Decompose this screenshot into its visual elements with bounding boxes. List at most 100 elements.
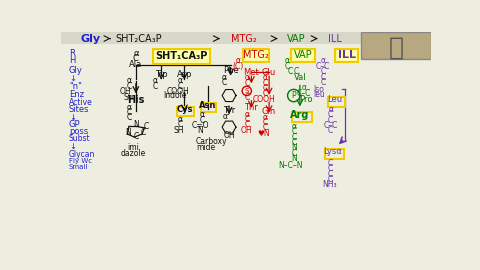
Text: Val: Val [294,73,306,82]
Text: Asn: Asn [199,101,216,110]
Text: C–C: C–C [297,89,311,98]
Text: C: C [133,54,139,63]
Text: Indole: Indole [163,91,187,100]
Text: C: C [328,126,333,136]
Text: H: H [69,56,75,65]
Text: α: α [178,76,183,85]
Text: α: α [133,49,139,58]
Text: (C): (C) [233,62,244,71]
FancyBboxPatch shape [361,32,431,59]
Text: Fly Wc: Fly Wc [69,158,92,164]
Text: N: N [292,154,298,163]
Text: C: C [292,149,297,158]
Text: NH₃: NH₃ [322,180,336,189]
Text: α: α [236,56,241,65]
Text: C: C [245,79,250,88]
Text: leu: leu [313,90,325,99]
Text: S: S [245,88,249,94]
Text: C: C [328,116,333,125]
Text: Glu: Glu [262,68,276,77]
Text: C: C [143,122,148,131]
Text: C: C [320,78,325,87]
Text: C: C [263,118,268,127]
Text: C: C [222,78,227,87]
FancyBboxPatch shape [243,49,269,62]
Text: Tyr: Tyr [223,106,235,116]
Text: C: C [320,73,325,82]
Text: SHT₁CA₃P: SHT₁CA₃P [155,51,207,61]
Text: C: C [292,138,297,147]
Text: C: C [328,170,333,178]
Text: Carboxy: Carboxy [196,137,228,146]
Text: C: C [292,127,297,136]
Text: ↓: ↓ [69,113,76,122]
Text: Phe: Phe [223,66,239,75]
Text: 👤: 👤 [389,36,404,60]
Text: α: α [292,122,297,131]
Text: C: C [245,93,250,102]
FancyBboxPatch shape [291,49,314,62]
Text: α: α [200,110,204,119]
Text: Ala: Ala [129,60,143,69]
Text: Gly: Gly [69,66,83,75]
Text: Subst: Subst [69,134,91,143]
Text: C: C [328,175,333,184]
Text: Trp: Trp [155,70,168,79]
Text: α: α [245,110,250,119]
Text: C: C [245,120,250,129]
Text: P: P [291,91,296,100]
Text: VAP: VAP [294,50,312,60]
Text: Iso: Iso [314,85,324,94]
Text: SHT₂CA₃P: SHT₂CA₃P [115,33,161,43]
Text: dazole: dazole [120,149,145,158]
Text: imi: imi [127,143,139,152]
Text: C: C [178,120,183,129]
Text: Gly: Gly [81,33,101,43]
Text: VAP: VAP [287,33,305,43]
Text: Small: Small [69,164,88,170]
Text: α: α [301,83,306,92]
Text: α: α [263,113,268,122]
Text: α: α [178,115,183,124]
Text: His: His [127,95,144,105]
Text: "n": "n" [69,82,82,91]
Text: α: α [222,73,227,82]
Text: C=O: C=O [192,121,209,130]
FancyBboxPatch shape [336,49,359,62]
Text: α: α [126,103,132,112]
Text: Sites: Sites [69,105,89,114]
Text: Thr: Thr [244,103,258,112]
Text: C: C [263,79,268,88]
Text: C: C [263,84,268,93]
Text: Arg: Arg [290,110,310,120]
Text: N: N [292,143,298,152]
Text: α: α [153,76,157,85]
Text: Cys: Cys [176,105,192,114]
Text: GP: GP [69,120,81,129]
Text: C: C [293,67,299,76]
Text: α: α [328,105,333,114]
Text: Gln: Gln [262,107,276,116]
Text: Active: Active [69,98,93,107]
Text: C: C [133,132,139,141]
Text: ↓: ↓ [69,142,76,151]
Text: C: C [287,67,292,76]
Text: N: N [133,120,139,129]
Text: α: α [126,76,132,85]
Text: C: C [292,133,297,142]
Text: COOH: COOH [252,95,275,104]
Text: α: α [245,73,250,82]
Text: OH: OH [241,126,252,135]
Text: OH: OH [223,131,235,140]
Text: Leu: Leu [327,95,342,104]
Text: Asp: Asp [177,70,192,79]
Text: N–C–N: N–C–N [278,161,303,170]
Text: Met: Met [243,68,259,77]
Text: C–C: C–C [316,62,330,71]
Text: mide: mide [196,143,215,152]
Text: N: N [198,126,204,136]
Text: ILL: ILL [328,33,341,43]
Text: C: C [200,116,205,125]
FancyBboxPatch shape [153,49,210,64]
Text: Enz: Enz [69,90,84,99]
